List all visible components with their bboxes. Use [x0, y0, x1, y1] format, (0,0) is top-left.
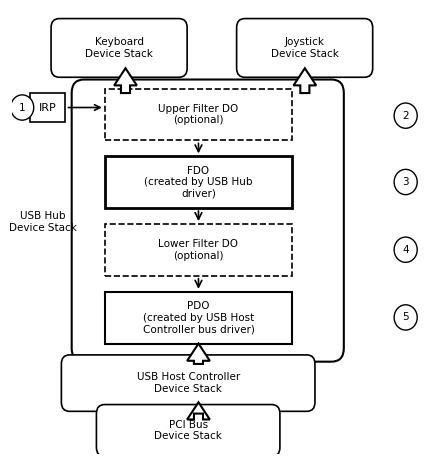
- Polygon shape: [187, 344, 209, 364]
- Bar: [30, 93, 65, 122]
- FancyBboxPatch shape: [61, 355, 314, 411]
- Polygon shape: [114, 68, 136, 93]
- Bar: [104, 89, 291, 140]
- Ellipse shape: [393, 103, 416, 128]
- Text: 5: 5: [401, 313, 408, 323]
- Text: PDO
(created by USB Host
Controller bus driver): PDO (created by USB Host Controller bus …: [142, 301, 254, 334]
- Text: Upper Filter DO
(optional): Upper Filter DO (optional): [158, 104, 238, 125]
- Text: PCI Bus
Device Stack: PCI Bus Device Stack: [154, 420, 222, 441]
- FancyBboxPatch shape: [51, 19, 187, 77]
- Polygon shape: [187, 402, 209, 420]
- Text: IRP: IRP: [39, 103, 57, 113]
- Text: USB Hub
Device Stack: USB Hub Device Stack: [9, 211, 77, 233]
- Ellipse shape: [393, 305, 416, 330]
- Ellipse shape: [393, 237, 416, 262]
- FancyBboxPatch shape: [72, 80, 343, 361]
- Text: 2: 2: [401, 111, 408, 121]
- Ellipse shape: [393, 170, 416, 195]
- Bar: [104, 224, 291, 276]
- Bar: [104, 156, 291, 208]
- Text: Joystick
Device Stack: Joystick Device Stack: [270, 37, 338, 58]
- Text: Keyboard
Device Stack: Keyboard Device Stack: [85, 37, 153, 58]
- FancyBboxPatch shape: [96, 404, 279, 457]
- Text: 3: 3: [401, 177, 408, 187]
- Bar: [104, 292, 291, 344]
- Text: 1: 1: [19, 102, 26, 112]
- Polygon shape: [293, 68, 315, 93]
- Ellipse shape: [11, 95, 34, 120]
- Text: Lower Filter DO
(optional): Lower Filter DO (optional): [158, 239, 238, 261]
- Text: USB Host Controller
Device Stack: USB Host Controller Device Stack: [136, 372, 239, 394]
- Text: 4: 4: [401, 244, 408, 255]
- FancyBboxPatch shape: [236, 19, 372, 77]
- Text: FDO
(created by USB Hub
driver): FDO (created by USB Hub driver): [144, 165, 252, 199]
